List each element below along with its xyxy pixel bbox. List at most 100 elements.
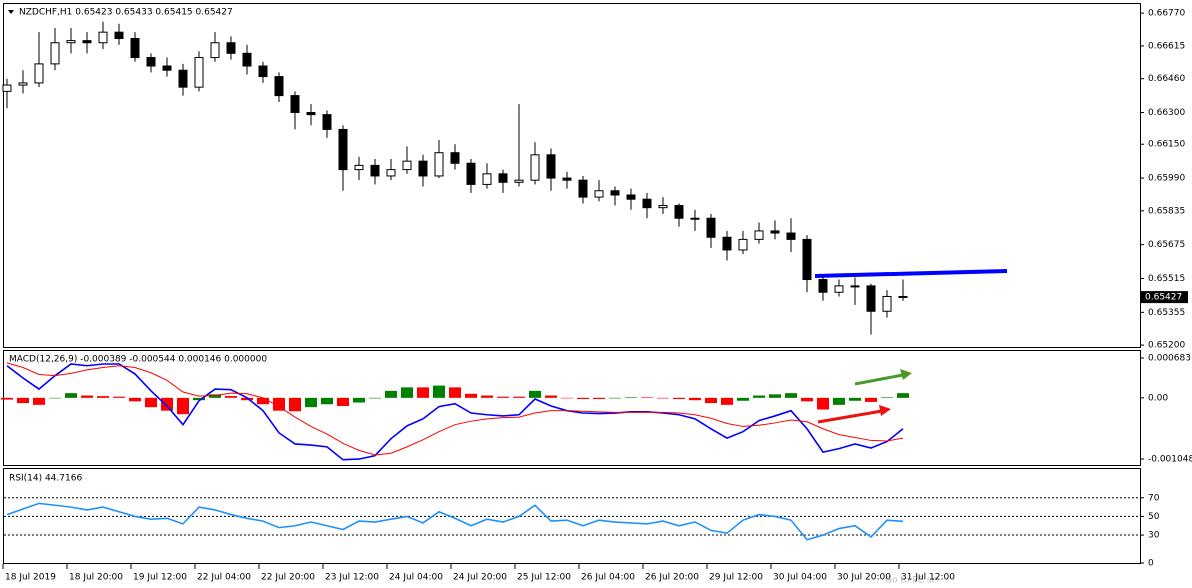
histogram-bar [193, 397, 205, 401]
histogram-bar [369, 397, 381, 399]
x-tick-label: 24 Jul 04:00 [389, 573, 443, 583]
x-tick-label: 22 Jul 04:00 [197, 573, 251, 583]
candle-body [82, 40, 92, 44]
histogram-bar [81, 395, 93, 398]
candle-body [498, 173, 508, 183]
histogram-bar [273, 397, 285, 411]
price-label-box [1141, 291, 1188, 304]
candle-body [226, 42, 236, 54]
y-tick-label: 0.65990 [1148, 174, 1185, 184]
candle-body [770, 230, 780, 234]
candle-body [482, 173, 492, 185]
histogram-bar [801, 397, 813, 402]
x-tick-label: 30 Jul 04:00 [773, 573, 827, 583]
macd-panel [3, 350, 1141, 466]
indicator-line [6, 362, 904, 456]
histogram-bar [161, 397, 173, 411]
x-tick-label: 19 Jul 12:00 [133, 573, 187, 583]
candle-body [418, 160, 428, 177]
green-arrow [854, 369, 912, 386]
candle-body [370, 164, 380, 177]
candle-body [114, 31, 124, 40]
histogram-bar [561, 397, 573, 399]
y-tick-label: 70 [1148, 493, 1160, 503]
candle-body [322, 114, 332, 130]
y-tick-label: 0 [1148, 559, 1154, 569]
candle-body [194, 57, 204, 88]
y-tick-label: 0.65835 [1148, 206, 1185, 216]
candle-body [466, 162, 476, 185]
histogram-bar [97, 396, 109, 398]
histogram-bar [337, 397, 349, 407]
histogram-bar [481, 395, 493, 398]
candle-body [162, 65, 172, 71]
histogram-bar [705, 397, 717, 404]
macd-title: MACD(12,26,9) -0.000389 -0.000544 0.0001… [9, 355, 267, 365]
candle-body [258, 65, 268, 78]
histogram-bar [49, 397, 61, 399]
x-tick-label: 18 Jul 20:00 [69, 573, 123, 583]
histogram-bar [289, 397, 301, 412]
candle-body [642, 198, 652, 209]
x-tick-label: 22 Jul 20:00 [261, 573, 315, 583]
candle-body [850, 285, 860, 288]
histogram-bar [689, 397, 701, 401]
x-tick-label: 18 Jul 2019 [5, 573, 56, 583]
histogram-bar [145, 397, 157, 408]
candle-body [178, 69, 188, 88]
candle-body [450, 152, 460, 164]
histogram-bar [865, 397, 877, 402]
candle-body [626, 194, 636, 200]
current-price-label: 0.65427 [1145, 293, 1182, 303]
histogram-bar [593, 397, 605, 400]
histogram-bar [545, 395, 557, 398]
histogram-bar [881, 397, 893, 398]
candle-body [386, 169, 396, 177]
candle-body [306, 112, 316, 116]
candle-body [674, 205, 684, 219]
histogram-bar [753, 395, 765, 398]
y-tick-label: 0.000683 [1148, 353, 1191, 363]
x-tick-label: 30 Jul 20:00 [837, 573, 891, 583]
y-tick-label: 0.65515 [1148, 274, 1185, 284]
candle-body [658, 205, 668, 209]
candle-body [530, 154, 540, 181]
y-tick-label: 30 [1148, 531, 1160, 541]
x-tick-label: 29 Jul 12:00 [709, 573, 763, 583]
histogram-bar [897, 393, 909, 398]
candle-body [130, 38, 140, 59]
histogram-bar [577, 397, 589, 400]
x-tick-label: 26 Jul 04:00 [581, 573, 635, 583]
candle-body [786, 232, 796, 240]
histogram-bar [433, 385, 445, 398]
y-tick-label: 0.66300 [1148, 108, 1185, 118]
candle-body [546, 154, 556, 179]
candle-body [690, 217, 700, 220]
indicator-line [6, 363, 904, 461]
candle-body [18, 82, 28, 86]
candle-body [402, 160, 412, 171]
x-tick-label: 31 Jul 12:00 [901, 573, 955, 583]
histogram-bar [417, 387, 429, 398]
histogram-bar [1, 397, 13, 400]
candle-body [50, 42, 60, 65]
x-tick-label: 23 Jul 12:00 [325, 573, 379, 583]
histogram-bar [129, 397, 141, 402]
histogram-bar [113, 396, 125, 398]
histogram-bar [17, 397, 29, 404]
candle-body [610, 190, 620, 196]
price-panel [3, 3, 1141, 348]
histogram-bar [305, 397, 317, 408]
candle-body [578, 179, 588, 198]
candle-body [866, 285, 876, 312]
rsi-title: RSI(14) 44.7166 [9, 474, 82, 484]
histogram-bar [321, 397, 333, 405]
candle-body [514, 179, 524, 183]
x-tick-label: 24 Jul 20:00 [453, 573, 507, 583]
histogram-bar [353, 397, 365, 403]
candle-body [98, 31, 108, 44]
candle-body [290, 95, 300, 114]
candle-body [34, 63, 44, 84]
histogram-bar [721, 397, 733, 405]
